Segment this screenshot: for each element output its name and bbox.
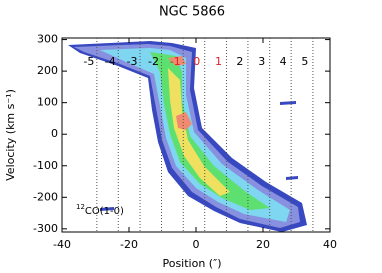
offset-label: 0 (193, 55, 200, 68)
y-tick-label: 200 (37, 64, 58, 77)
y-axis-label: Velocity (km s⁻¹) (4, 89, 17, 181)
isotope: 12 (76, 203, 85, 211)
y-tick-label: -100 (33, 159, 58, 172)
y-tick-label: -300 (33, 222, 58, 235)
molecule: CO(1-0) (85, 206, 124, 217)
offset-label: 1 (215, 55, 222, 68)
y-tick-label: 300 (37, 33, 58, 46)
offset-label: 4 (280, 55, 287, 68)
offset-label: -1 (170, 55, 181, 68)
offset-label: -3 (127, 55, 138, 68)
y-tick-label: -200 (33, 190, 58, 203)
x-tick-label: 40 (323, 238, 337, 251)
offset-label: 2 (236, 55, 243, 68)
x-tick-label: -40 (53, 238, 71, 251)
y-tick-label: 100 (37, 96, 58, 109)
x-axis-label: Position (″) (162, 257, 221, 270)
x-tick-label: 20 (256, 238, 270, 251)
y-tick-label: 0 (51, 127, 58, 140)
x-tick-label: -20 (120, 238, 138, 251)
offset-label: 5 (301, 55, 308, 68)
chart-title: NGC 5866 (159, 5, 225, 20)
contours (68, 41, 307, 232)
x-tick-label: 0 (193, 238, 200, 251)
tracer-label: 12CO(1-0) (76, 203, 124, 217)
offset-label: -4 (105, 55, 116, 68)
offset-label: -5 (83, 55, 94, 68)
offset-label: -2 (148, 55, 159, 68)
offset-label: 3 (258, 55, 265, 68)
